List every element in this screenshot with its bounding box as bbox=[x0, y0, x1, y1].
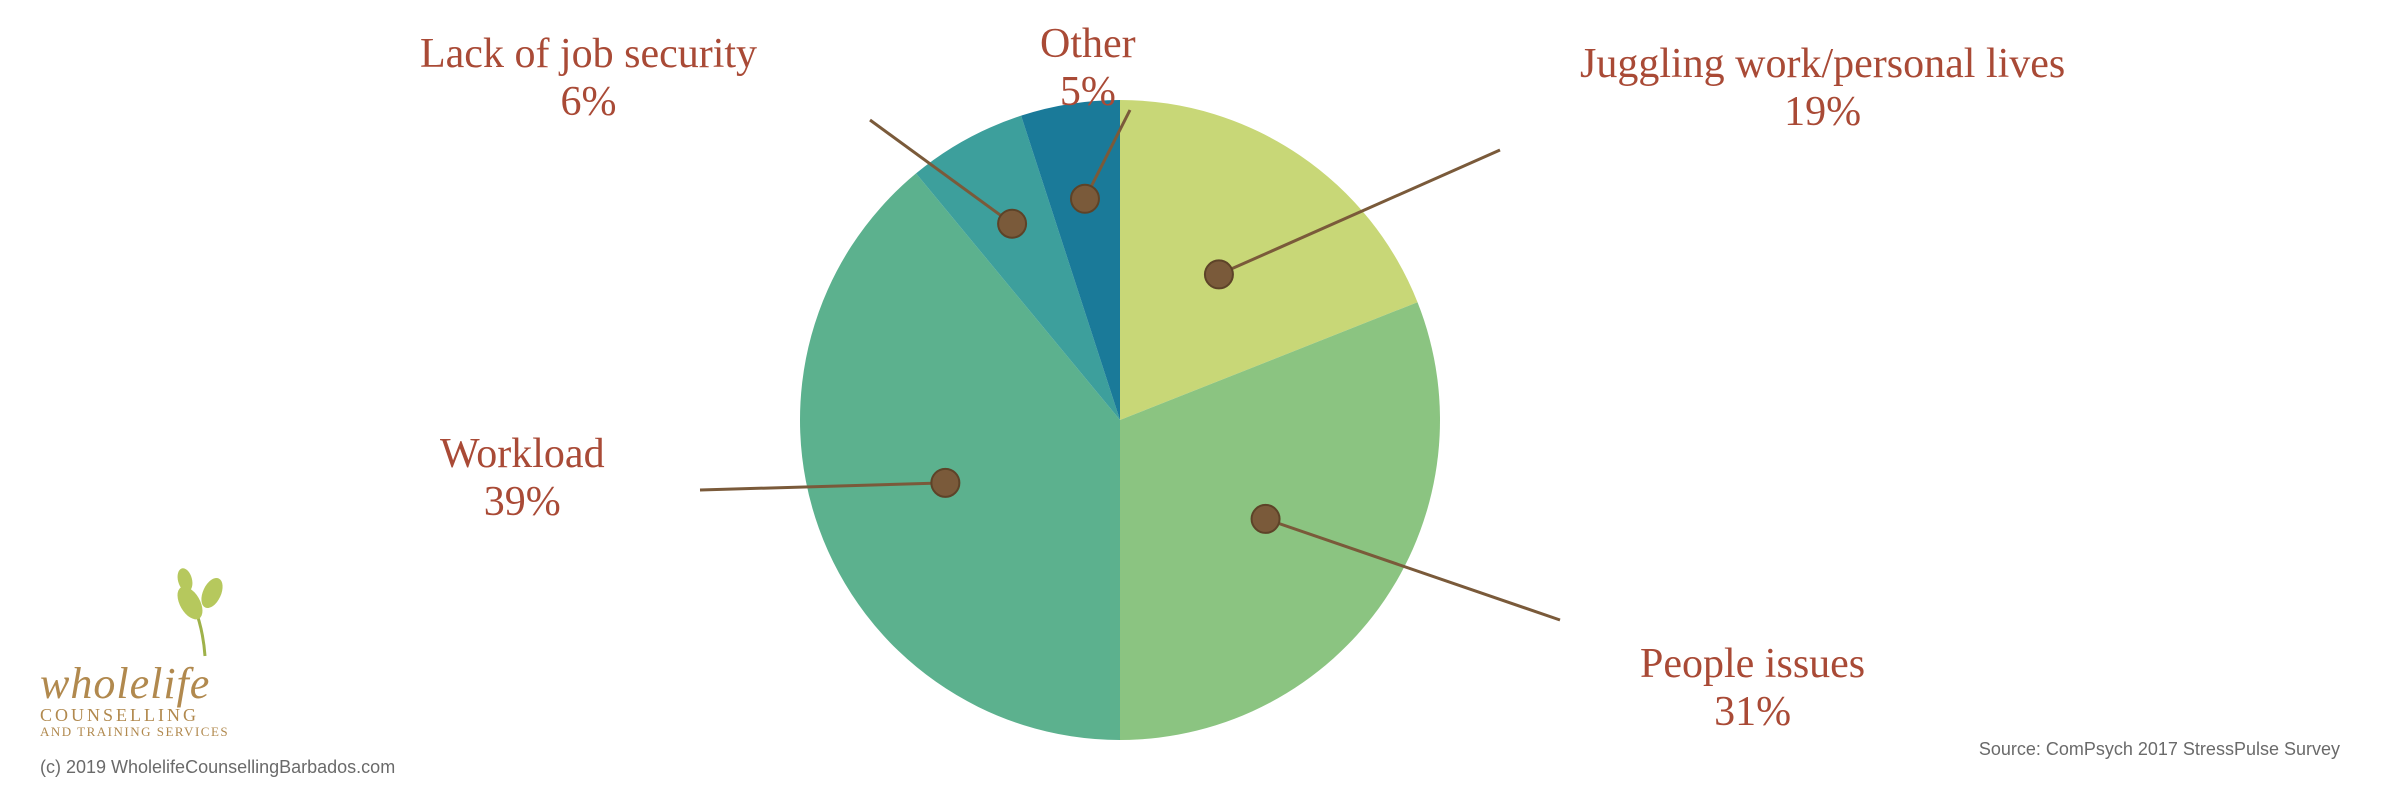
slice-label: People issues31% bbox=[1640, 640, 1865, 737]
copyright-text: (c) 2019 WholelifeCounsellingBarbados.co… bbox=[40, 757, 395, 778]
leader-dot bbox=[1205, 260, 1233, 288]
slice-label-pct: 19% bbox=[1580, 88, 2065, 136]
slice-label-name: Lack of job security bbox=[420, 30, 757, 78]
brand-name: wholelife bbox=[40, 658, 300, 709]
slice-label-pct: 31% bbox=[1640, 688, 1865, 736]
source-text: Source: ComPsych 2017 StressPulse Survey bbox=[1979, 739, 2340, 760]
slice-label-name: Other bbox=[1040, 20, 1136, 68]
brand-sub2: AND TRAINING SERVICES bbox=[40, 724, 300, 740]
leader-dot bbox=[1071, 185, 1099, 213]
slice-label-name: Juggling work/personal lives bbox=[1580, 40, 2065, 88]
slice-label-name: Workload bbox=[440, 430, 605, 478]
slice-label: Juggling work/personal lives19% bbox=[1580, 40, 2065, 137]
leader-dot bbox=[931, 469, 959, 497]
leader-dot bbox=[1252, 505, 1280, 533]
slice-label-name: People issues bbox=[1640, 640, 1865, 688]
slice-label-pct: 6% bbox=[420, 78, 757, 126]
pie-chart-container: Juggling work/personal lives19% People is… bbox=[0, 0, 2400, 800]
leaf-icon bbox=[170, 568, 240, 658]
brand-logo: wholelife COUNSELLING AND TRAINING SERVI… bbox=[40, 658, 300, 740]
slice-label-pct: 5% bbox=[1040, 68, 1136, 116]
slice-label: Workload39% bbox=[440, 430, 605, 527]
leader-dot bbox=[998, 210, 1026, 238]
brand-sub1: COUNSELLING bbox=[40, 705, 300, 726]
slice-label: Other5% bbox=[1040, 20, 1136, 117]
slice-label: Lack of job security6% bbox=[420, 30, 757, 127]
slice-label-pct: 39% bbox=[440, 478, 605, 526]
